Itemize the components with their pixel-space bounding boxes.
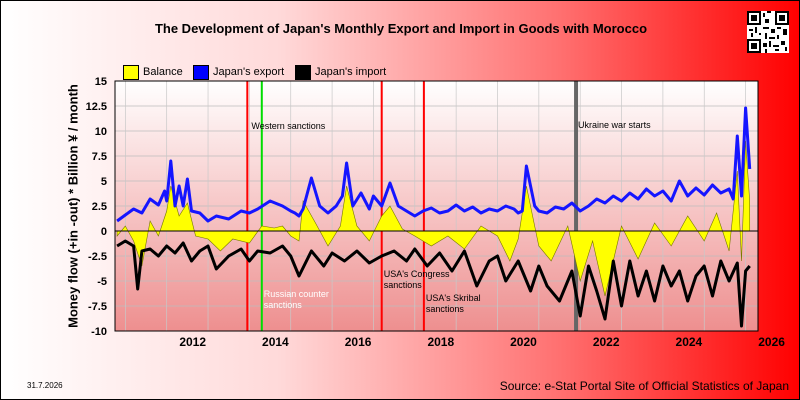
x-tick-label: 2022 xyxy=(593,335,620,349)
y-tick-label: -5 xyxy=(97,276,107,288)
y-tick-label: 5 xyxy=(101,176,107,188)
event-label: USA's Skribal sanctions xyxy=(426,293,481,314)
x-tick-label: 2020 xyxy=(510,335,537,349)
y-tick-label: 2.5 xyxy=(92,201,107,213)
y-tick-label: 7.5 xyxy=(92,151,107,163)
x-tick-label: 2016 xyxy=(345,335,372,349)
y-tick-label: -2.5 xyxy=(88,251,107,263)
y-tick-label: 0 xyxy=(101,226,107,238)
chart-title: The Development of Japan's Monthly Expor… xyxy=(154,21,648,36)
source-note: Source: e-Stat Portal Site of Official S… xyxy=(499,379,789,393)
balance-area xyxy=(116,140,751,297)
x-tick-label: 2024 xyxy=(676,335,703,349)
y-tick-label: 12.5 xyxy=(86,101,107,113)
x-tick-label: 2018 xyxy=(427,335,454,349)
y-tick-label: 15 xyxy=(95,76,107,88)
legend-swatch xyxy=(193,65,209,80)
y-tick-label: 10 xyxy=(95,126,107,138)
date-stamp: 31.7.2026 xyxy=(27,381,63,390)
qr-code-icon xyxy=(747,11,789,53)
import-line xyxy=(116,239,751,328)
event-label: Ukraine war starts xyxy=(578,120,651,130)
export-line xyxy=(116,106,752,223)
x-tick-label: 2014 xyxy=(262,335,289,349)
x-tick-label: 2026 xyxy=(758,335,785,349)
legend-label: Japan's export xyxy=(213,66,285,78)
y-tick-label: -10 xyxy=(91,326,107,338)
annotation-label: Western sanctions xyxy=(251,121,325,131)
legend-label: Balance xyxy=(143,66,183,78)
event-label: Russian counter sanctions xyxy=(264,289,329,310)
y-tick-label: -7.5 xyxy=(88,301,107,313)
legend-swatch xyxy=(295,65,311,80)
legend-label: Japan's import xyxy=(315,66,387,78)
event-label: USA's Congress sanctions xyxy=(384,269,450,290)
legend-swatch xyxy=(123,65,139,80)
plot-border xyxy=(114,80,759,332)
x-tick-label: 2012 xyxy=(179,335,206,349)
